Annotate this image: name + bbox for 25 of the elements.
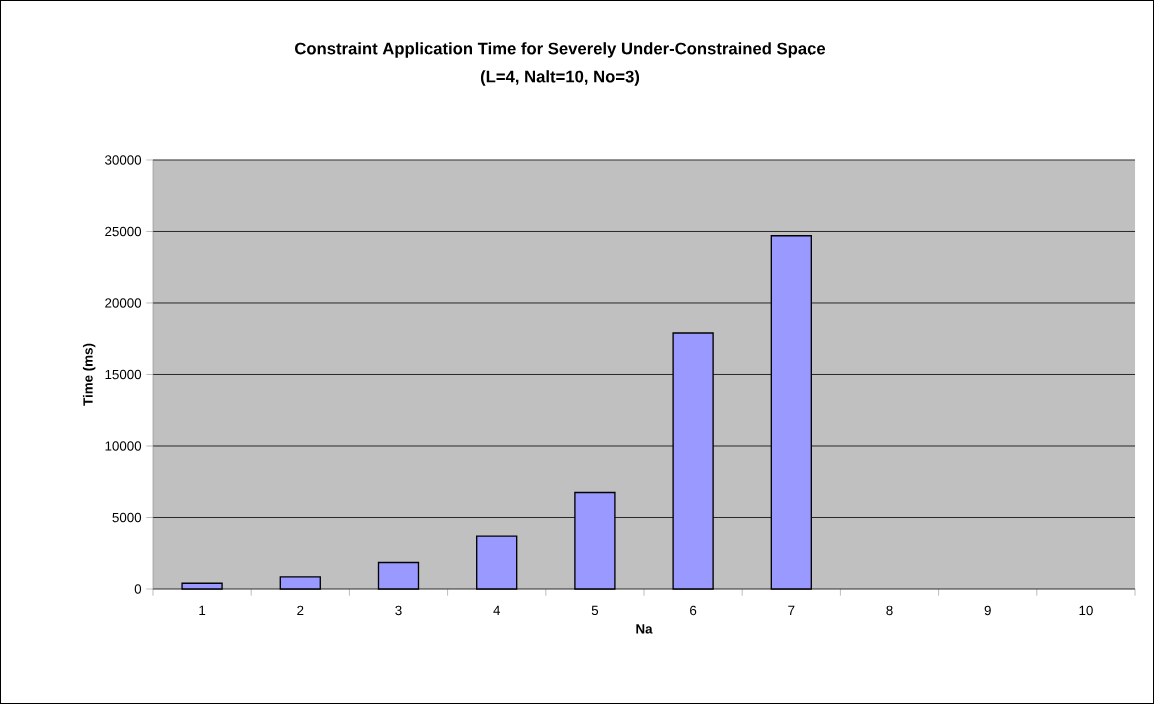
bar [377, 561, 420, 590]
bar [279, 576, 321, 590]
y-tick-label: 15000 [105, 369, 142, 380]
x-tick-label: 2 [297, 605, 304, 616]
x-tick-label: 9 [984, 605, 991, 616]
y-tick-label: 10000 [105, 441, 142, 451]
x-tick-label: 3 [395, 605, 402, 616]
x-tick-label: 7 [788, 605, 795, 615]
chart-subtitle: (L=4, Nalt=10, No=3) [480, 70, 640, 86]
x-tick-label: 1 [199, 605, 206, 615]
x-tick-label: 8 [886, 605, 893, 616]
y-tick-label: 5000 [112, 512, 142, 523]
x-tick-label: 4 [493, 605, 501, 615]
x-tick-label: 10 [1079, 605, 1093, 616]
y-tick-label: 30000 [105, 155, 142, 165]
y-tick-label: 25000 [105, 226, 142, 237]
y-tick-label: 20000 [105, 298, 142, 308]
x-tick-label: 5 [591, 605, 599, 616]
bar [476, 535, 518, 590]
x-tick-label: 6 [690, 605, 697, 616]
y-axis-title: Time (ms) [82, 343, 96, 406]
x-axis-title: Na [636, 624, 653, 634]
bar [181, 582, 223, 590]
y-tick-label: 0 [134, 584, 142, 594]
chart-title: Constraint Application Time for Severely Under-Constrained Space [295, 42, 826, 58]
